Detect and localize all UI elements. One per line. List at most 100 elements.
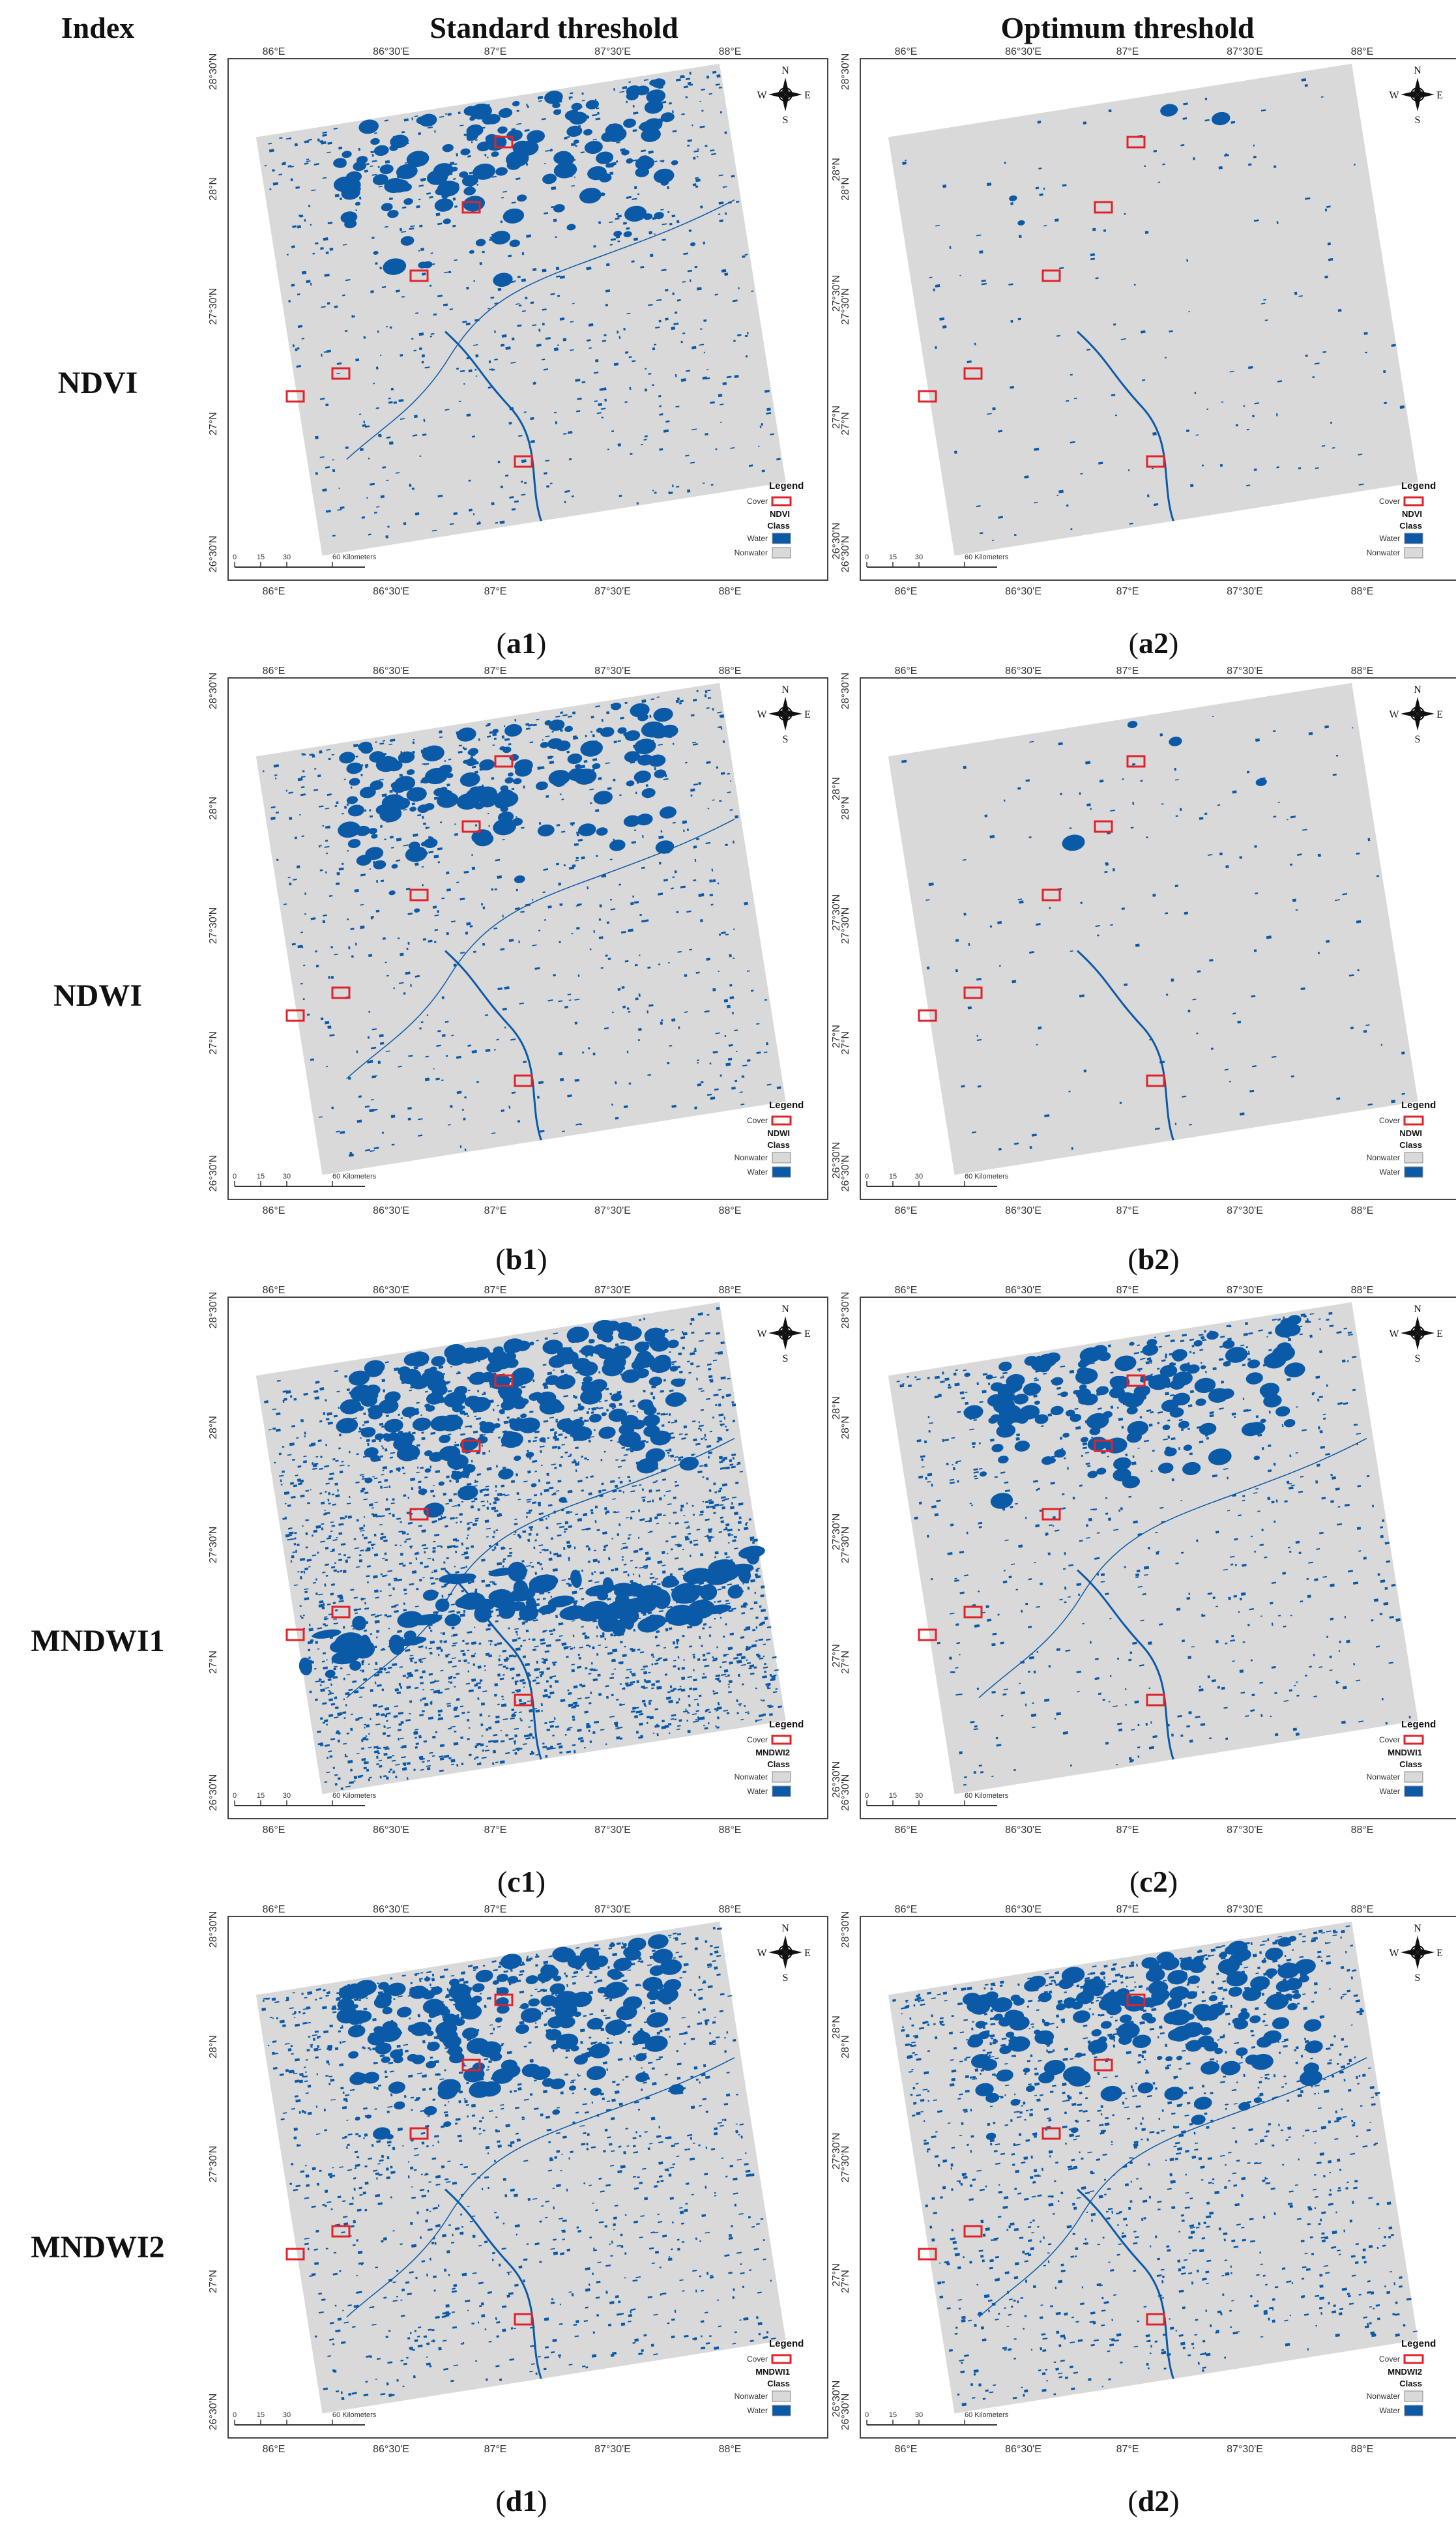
compass-label: W (757, 709, 767, 720)
legend-index-name: NDWI (1399, 1128, 1422, 1138)
scale-tick-label: 0 (233, 1792, 237, 1800)
cover-box (331, 986, 351, 999)
compass-icon: N S E W (1389, 684, 1442, 745)
bottom-tick-label: 86°E (263, 2444, 285, 2455)
left-tick-label: 28°N (208, 1416, 219, 1439)
cover-box (409, 1508, 429, 1521)
scale-tick-label: 15 (889, 2411, 897, 2419)
legend-class-label: Nonwater (735, 1153, 768, 1162)
compass-label: S (783, 734, 789, 745)
top-tick-label: 87°30'E (594, 1904, 631, 1915)
left-tick-label: 27°30'N (208, 288, 219, 325)
scene-footprint (888, 1302, 1418, 1795)
row-index-label: NDWI (53, 978, 142, 1013)
bottom-tick-label: 87°E (1116, 2444, 1139, 2455)
map-frame (227, 58, 828, 581)
left-tick-label: 28°30'N (208, 1292, 219, 1329)
top-tick-label: 87°E (484, 1285, 507, 1296)
cover-box (1146, 2313, 1165, 2326)
legend-class-swatch (1404, 533, 1423, 544)
legend-index-name: MNDWI2 (755, 1748, 790, 1757)
compass-label: W (1389, 1328, 1399, 1340)
top-tick-label: 86°30'E (373, 46, 409, 57)
map-panel: 86°E 86°E 86°30'E 86°30'E 87°E 87°E 87°30'E 87°… (196, 39, 847, 613)
scale-tick-label: 60 Kilometers (965, 1173, 1009, 1181)
legend-class-title: Class (767, 521, 790, 531)
map-panel: 86°E 86°E 86°30'E 86°30'E 87°E 87°E 87°30'E 87°… (828, 1897, 1456, 2471)
cover-box (1041, 1508, 1061, 1521)
bottom-tick-label: 86°E (895, 2444, 918, 2455)
panel-caption: (c1) (497, 1865, 546, 1898)
legend-title: Legend (1401, 480, 1436, 491)
bottom-tick-label: 88°E (719, 1825, 742, 1836)
legend-title: Legend (1401, 1100, 1436, 1111)
bottom-tick-label: 87°30'E (594, 1825, 631, 1836)
panel-number: 1 (521, 626, 536, 660)
compass-icon: N S E W (1389, 1923, 1442, 1984)
river-line (444, 330, 542, 521)
top-tick-label: 86°30'E (373, 666, 409, 677)
top-tick-label: 87°E (1116, 1904, 1139, 1915)
scale-tick-label: 30 (915, 1173, 923, 1181)
scale-tick-label: 15 (257, 1173, 265, 1181)
cover-box (963, 986, 983, 999)
legend-index-name: NDVI (770, 509, 790, 519)
cover-box (494, 755, 514, 768)
map-figure: 86°E 86°E 86°30'E 86°30'E 87°E 87°E 87°30'E 87°… (208, 1285, 842, 1836)
panel-letter: b (505, 1242, 523, 1276)
legend-class-label: Water (1379, 1167, 1400, 1177)
nonwater-area (255, 682, 786, 1175)
cover-box (331, 2225, 351, 2238)
left-tick-label: 26°30'N (840, 1155, 851, 1192)
water-pixels (902, 78, 1405, 541)
water-pixels (262, 689, 781, 1157)
cover-box (1041, 2127, 1061, 2140)
right-tick-label: 28°N (831, 777, 842, 800)
top-tick-label: 86°30'E (373, 1904, 409, 1915)
map-frame (227, 677, 828, 1200)
legend-class-label: Nonwater (735, 2392, 768, 2401)
compass-label: E (804, 1948, 811, 1959)
standard-threshold-header: Standard threshold (430, 11, 678, 44)
map-panel: 86°E 86°E 86°30'E 86°30'E 87°E 87°E 87°30'E 87°… (196, 658, 847, 1232)
scene-footprint (255, 1302, 786, 1795)
scale-tick-label: 0 (233, 553, 237, 561)
scale-tick-label: 15 (889, 1792, 897, 1800)
cover-box (1146, 1074, 1165, 1087)
legend-class-title: Class (767, 1759, 790, 1769)
cover-box (514, 1074, 533, 1087)
bottom-tick-label: 87°30'E (594, 1205, 631, 1216)
scale-bar: 0 15 30 60 Kilometers (233, 553, 377, 568)
right-tick-label: 27°N (831, 405, 842, 429)
panel-number: 2 (1154, 2484, 1170, 2517)
top-tick-label: 86°30'E (1005, 1904, 1041, 1915)
legend-title: Legend (769, 1100, 804, 1111)
nonwater-area (888, 63, 1418, 556)
compass-label: N (1414, 684, 1421, 696)
nonwater-area (888, 682, 1418, 1175)
top-tick-label: 87°30'E (1227, 1904, 1263, 1915)
legend-class-swatch (1404, 2405, 1423, 2416)
legend-title: Legend (769, 1719, 804, 1730)
left-tick-label: 27°30'N (208, 2146, 219, 2183)
legend-class-swatch (1404, 1152, 1423, 1164)
left-tick-label: 26°30'N (840, 536, 851, 573)
scale-tick-label: 30 (915, 2411, 923, 2419)
cover-box (918, 1009, 937, 1022)
top-tick-label: 88°E (719, 1904, 742, 1915)
top-tick-label: 86°30'E (1005, 666, 1041, 677)
scale-tick-label: 15 (257, 1792, 265, 1800)
compass-label: S (783, 1353, 789, 1364)
bottom-tick-label: 88°E (719, 586, 742, 597)
scene-footprint (888, 682, 1418, 1175)
cover-box (285, 1009, 305, 1022)
legend-class-label: Water (747, 1167, 768, 1177)
right-tick-label: 26°30'N (831, 2381, 842, 2418)
legend-class-label: Nonwater (735, 548, 768, 557)
cover-box (1041, 888, 1061, 902)
scale-tick-label: 30 (915, 553, 923, 561)
scale-tick-label: 0 (865, 1792, 869, 1800)
bottom-tick-label: 86°30'E (373, 1205, 409, 1216)
